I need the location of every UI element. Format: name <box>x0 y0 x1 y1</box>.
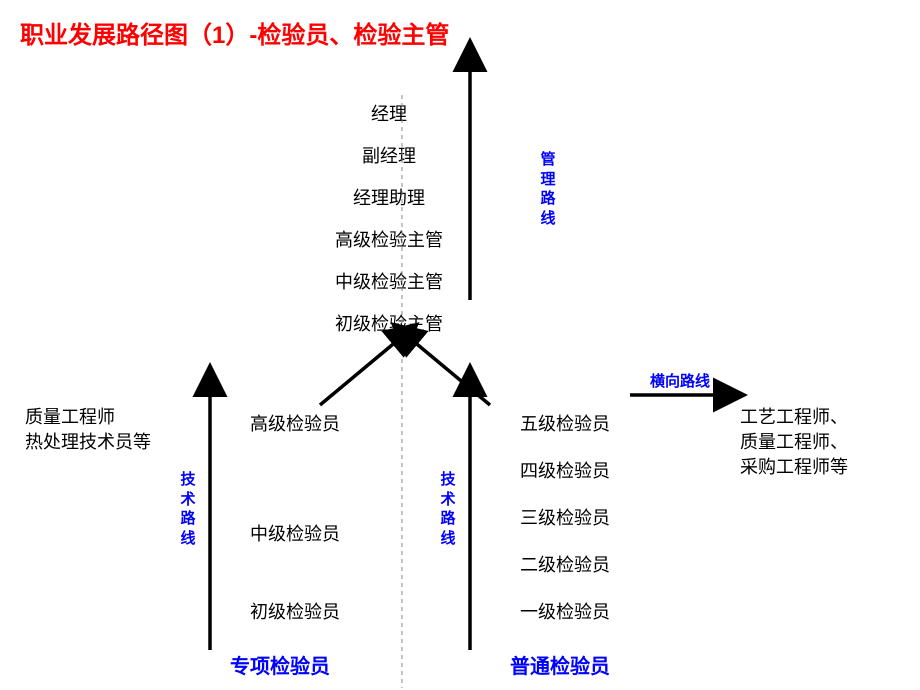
mgmt-level-0: 初级检验主管 <box>335 310 443 336</box>
mgmt-level-1: 中级检验主管 <box>335 268 443 294</box>
gen-tech-label: 技 术 路 线 <box>440 470 456 548</box>
mgmt-label: 管 理 路 线 <box>540 150 556 228</box>
spec-level-2: 高级检验员 <box>250 410 340 436</box>
arrows-layer <box>0 0 920 690</box>
spec-tech-label: 技 术 路 线 <box>180 470 196 548</box>
spec-category: 专项检验员 <box>230 650 330 679</box>
gen-lateral: 工艺工程师、 质量工程师、 采购工程师等 <box>740 405 848 481</box>
gen-level-4: 五级检验员 <box>520 410 610 436</box>
gen-level-1: 二级检验员 <box>520 551 610 577</box>
page-title: 职业发展路径图（1）-检验员、检验主管 <box>20 15 449 50</box>
mgmt-level-4: 副经理 <box>362 142 416 168</box>
spec-level-0: 初级检验员 <box>250 598 340 624</box>
gen-level-2: 三级检验员 <box>520 504 610 530</box>
mgmt-level-3: 经理助理 <box>353 184 425 210</box>
mgmt-level-5: 经理 <box>371 100 407 126</box>
spec-level-1: 中级检验员 <box>250 520 340 546</box>
mgmt-level-2: 高级检验主管 <box>335 226 443 252</box>
gen-category: 普通检验员 <box>510 650 610 679</box>
horiz-label: 横向路线 <box>650 370 710 391</box>
gen-level-0: 一级检验员 <box>520 598 610 624</box>
spec-lateral: 质量工程师 热处理技术员等 <box>25 405 151 455</box>
gen-level-3: 四级检验员 <box>520 457 610 483</box>
